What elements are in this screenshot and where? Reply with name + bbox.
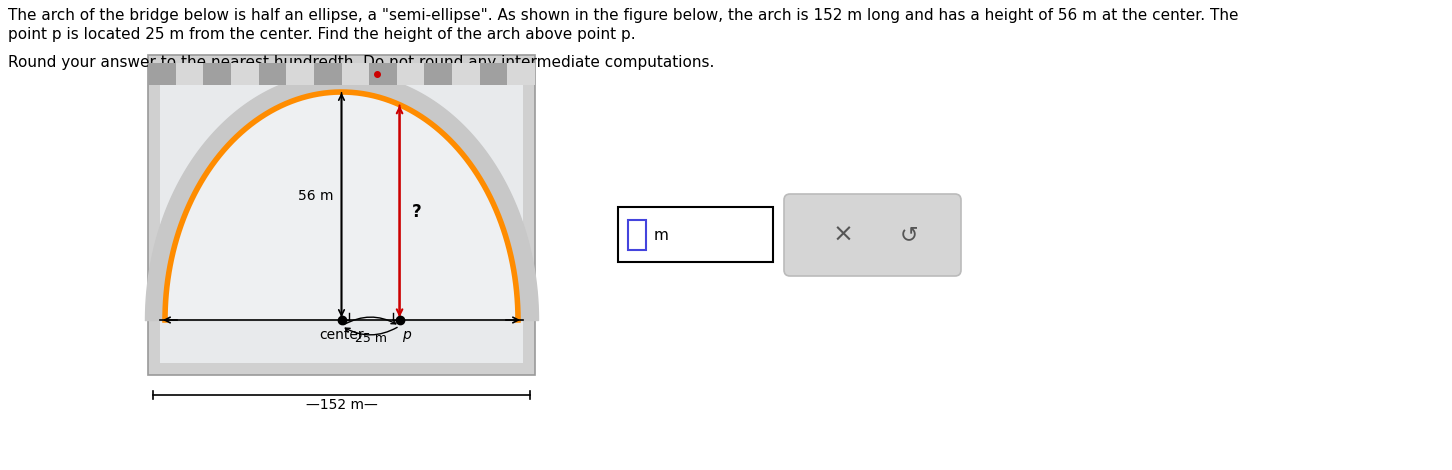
Bar <box>424 63 452 85</box>
Bar <box>396 63 424 85</box>
Bar <box>148 63 176 85</box>
Bar <box>160 80 523 363</box>
Bar <box>452 63 479 85</box>
Bar <box>148 55 534 375</box>
Bar <box>176 63 203 85</box>
Text: 25 m: 25 m <box>354 332 386 345</box>
Text: point p is located 25 m from the center. Find the height of the arch above point: point p is located 25 m from the center.… <box>9 27 636 42</box>
Text: ?: ? <box>411 204 421 221</box>
Text: —152 m—: —152 m— <box>305 398 378 412</box>
Bar <box>341 63 369 85</box>
Text: p: p <box>402 328 411 342</box>
Bar <box>231 63 258 85</box>
Bar <box>286 63 314 85</box>
Bar <box>629 220 646 250</box>
Text: ↺: ↺ <box>899 225 918 245</box>
Bar <box>203 63 231 85</box>
Bar <box>369 63 396 85</box>
Text: The arch of the bridge below is half an ellipse, a "semi-ellipse". As shown in t: The arch of the bridge below is half an … <box>9 8 1239 23</box>
Bar <box>258 63 286 85</box>
Bar <box>619 207 772 262</box>
Text: 56 m: 56 m <box>298 189 334 203</box>
Text: Round your answer to the nearest hundredth. Do not round any intermediate comput: Round your answer to the nearest hundred… <box>9 55 714 70</box>
Text: m: m <box>653 227 669 243</box>
Bar <box>507 63 534 85</box>
Bar <box>479 63 507 85</box>
Text: ×: × <box>832 223 854 247</box>
FancyBboxPatch shape <box>784 194 961 276</box>
Bar <box>314 63 341 85</box>
Text: center: center <box>319 328 364 342</box>
